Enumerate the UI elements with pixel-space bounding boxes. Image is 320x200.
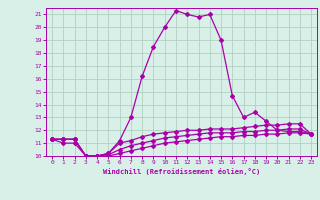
X-axis label: Windchill (Refroidissement éolien,°C): Windchill (Refroidissement éolien,°C): [103, 168, 260, 175]
